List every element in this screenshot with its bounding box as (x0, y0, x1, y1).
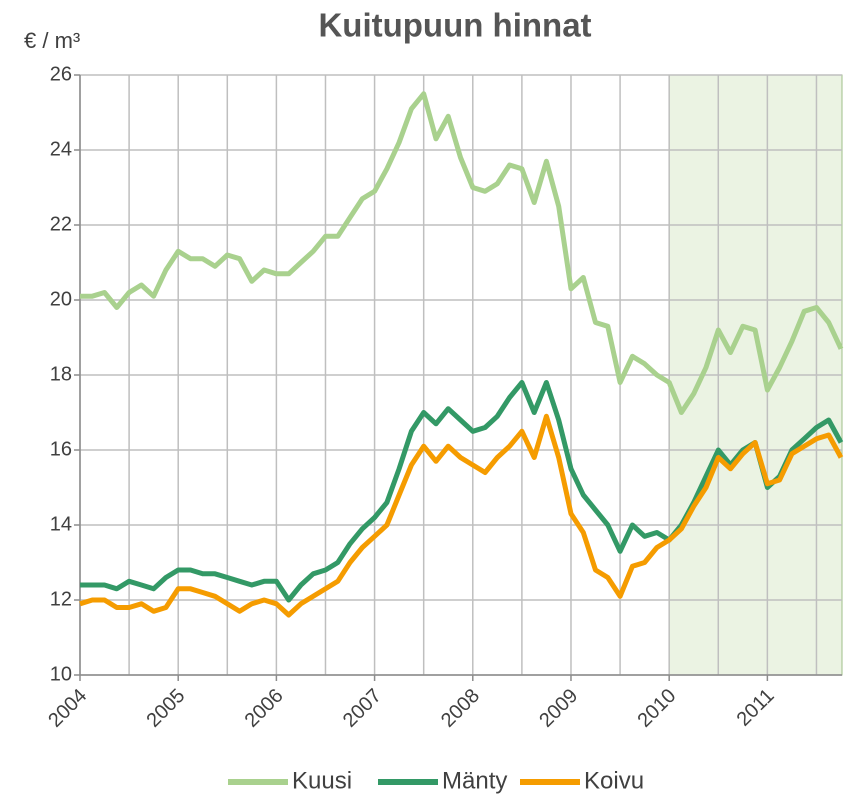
series-line (79, 413, 844, 618)
legend-label: Mänty (442, 767, 507, 794)
x-tick-label: 2007 (339, 685, 386, 732)
x-tick-label: 2008 (437, 685, 484, 732)
x-tick-label: 2005 (142, 685, 189, 732)
y-tick-label: 22 (50, 213, 72, 235)
y-tick-label: 12 (50, 588, 72, 610)
y-tick-label: 20 (50, 288, 72, 310)
y-tick-label: 10 (50, 663, 72, 685)
y-tick-label: 18 (50, 363, 72, 385)
legend-label: Kuusi (292, 767, 352, 794)
chart-title: Kuitupuun hinnat (318, 7, 591, 44)
y-tick-label: 16 (50, 438, 72, 460)
y-axis-label: € / m³ (24, 28, 80, 53)
x-tick-label: 2011 (733, 685, 779, 731)
legend-label: Koivu (584, 767, 644, 794)
series-line (80, 91, 844, 415)
x-tick-label: 2006 (241, 685, 288, 732)
x-tick-label: 2009 (535, 685, 582, 732)
y-tick-label: 14 (50, 513, 72, 535)
x-tick-label: 2010 (633, 685, 680, 732)
series-line (80, 380, 844, 603)
y-tick-label: 24 (50, 138, 72, 160)
y-tick-label: 26 (50, 63, 72, 85)
x-tick-label: 2004 (44, 685, 91, 732)
